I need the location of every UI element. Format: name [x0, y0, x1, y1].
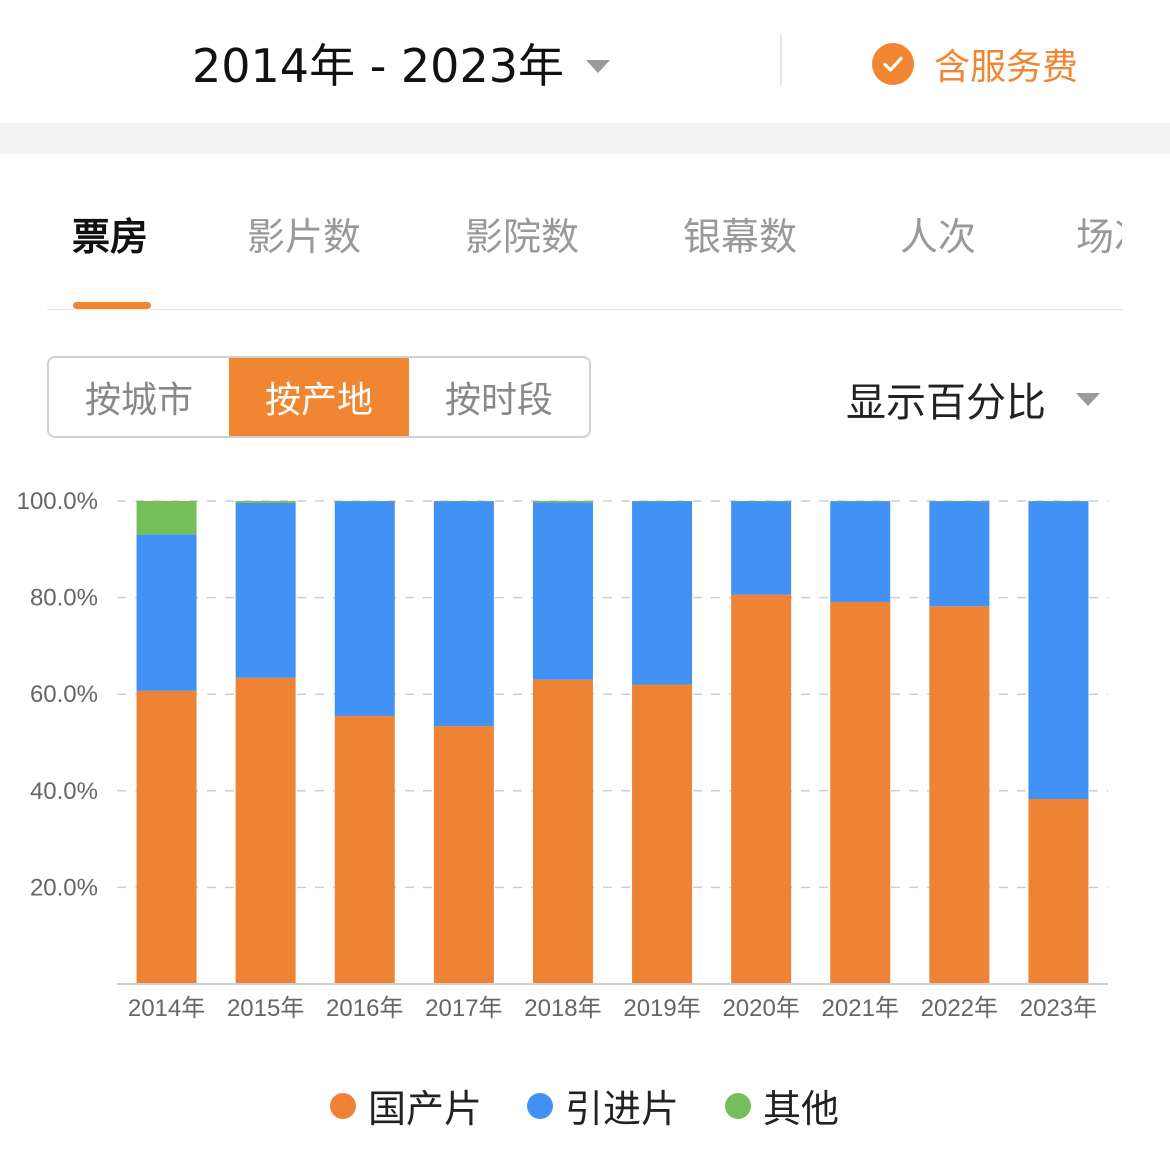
chevron-down-icon — [1076, 392, 1100, 406]
bar-segment-domestic — [334, 715, 395, 984]
metric-tabs: 票房 影片数 影院数 银幕数 人次 场次 — [0, 154, 1170, 310]
legend-swatch-other — [725, 1092, 751, 1119]
header-divider — [780, 35, 782, 85]
y-tick-label: 80.0% — [30, 585, 98, 612]
x-tick-label: 2017年 — [425, 995, 502, 1022]
y-tick-label: 40.0% — [30, 778, 98, 805]
bar-segment-imported — [235, 502, 296, 678]
bar-segment-imported — [532, 502, 593, 680]
bar-segment-domestic — [235, 677, 296, 984]
x-tick-label: 2020年 — [722, 995, 799, 1022]
tab-admissions[interactable]: 人次 — [900, 215, 977, 259]
segment-by-city[interactable]: 按城市 — [84, 380, 193, 421]
legend-swatch-domestic — [330, 1092, 356, 1119]
checkmark-icon — [872, 43, 914, 85]
date-range-label: 2014年 - 2023年 — [192, 39, 564, 93]
segment-by-time[interactable]: 按时段 — [444, 380, 553, 421]
tab-film-count[interactable]: 影片数 — [247, 215, 362, 259]
display-mode-selector[interactable]: 显示百分比 — [846, 370, 1100, 428]
legend-swatch-imported — [527, 1092, 553, 1119]
x-tick-label: 2019年 — [623, 995, 700, 1022]
display-mode-label: 显示百分比 — [846, 380, 1046, 426]
bar-segment-domestic — [1028, 799, 1089, 984]
legend-item-domestic[interactable]: 国产片 — [330, 1078, 482, 1133]
tab-screen-count[interactable]: 银幕数 — [683, 215, 798, 259]
bar-segment-domestic — [136, 690, 197, 984]
bar-segment-domestic — [433, 726, 494, 984]
segment-by-origin[interactable]: 按产地 — [229, 358, 409, 436]
y-tick-label: 20.0% — [30, 874, 98, 901]
x-tick-label: 2022年 — [921, 995, 998, 1022]
x-tick-label: 2015年 — [227, 995, 304, 1022]
stacked-bar-chart: 20.0% 40.0% 60.0% 80.0% 100.0% 2014年 2015年 2016… — [17, 488, 1108, 1022]
x-tick-label: 2014年 — [128, 995, 205, 1022]
y-tick-label: 60.0% — [30, 681, 98, 708]
bar-segment-domestic — [929, 606, 990, 984]
bar-segment-imported — [731, 501, 792, 595]
bar-segment-imported — [1028, 501, 1089, 800]
date-range-selector[interactable]: 2014年 - 2023年 — [192, 30, 610, 96]
bar-segment-imported — [929, 501, 990, 607]
active-tab-indicator — [73, 302, 151, 309]
bar-segment-domestic — [731, 594, 792, 984]
bar-segment-imported — [136, 534, 197, 691]
chart-legend: 国产片 引进片 其他 — [0, 1078, 1170, 1131]
y-tick-label: 100.0% — [17, 488, 98, 515]
bar-segment-other — [235, 501, 296, 503]
bar-segment-other — [136, 501, 197, 535]
tabs-divider — [47, 309, 1123, 310]
tab-box-office[interactable]: 票房 — [72, 215, 149, 259]
chevron-down-icon — [585, 59, 610, 73]
bar-segment-other — [532, 501, 593, 503]
bar-segment-imported — [433, 501, 494, 727]
bar-segment-imported — [334, 501, 395, 716]
top-bar: 2014年 - 2023年 含服务费 — [0, 0, 1170, 122]
legend-item-imported[interactable]: 引进片 — [527, 1078, 679, 1133]
tabs-overflow-mask — [1122, 194, 1170, 264]
bar-segment-imported — [830, 501, 891, 602]
legend-label-other: 其他 — [763, 1087, 840, 1131]
service-fee-label: 含服务费 — [934, 47, 1079, 88]
legend-label-imported: 引进片 — [565, 1087, 680, 1131]
x-tick-label: 2023年 — [1020, 995, 1097, 1022]
legend-item-other[interactable]: 其他 — [725, 1078, 839, 1133]
section-separator — [0, 123, 1170, 154]
bar-segment-domestic — [532, 679, 593, 984]
x-tick-label: 2018年 — [524, 995, 601, 1022]
bar-segment-imported — [632, 501, 693, 685]
x-tick-label: 2021年 — [822, 995, 899, 1022]
service-fee-toggle[interactable]: 含服务费 — [872, 38, 1078, 90]
x-tick-label: 2016年 — [326, 995, 403, 1022]
bar-segment-domestic — [632, 684, 693, 984]
tab-cinema-count[interactable]: 影院数 — [465, 215, 580, 259]
grouping-segmented-control: 按城市 按产地 按时段 — [47, 356, 591, 438]
legend-label-domestic: 国产片 — [368, 1087, 483, 1131]
bar-segment-domestic — [830, 601, 891, 984]
